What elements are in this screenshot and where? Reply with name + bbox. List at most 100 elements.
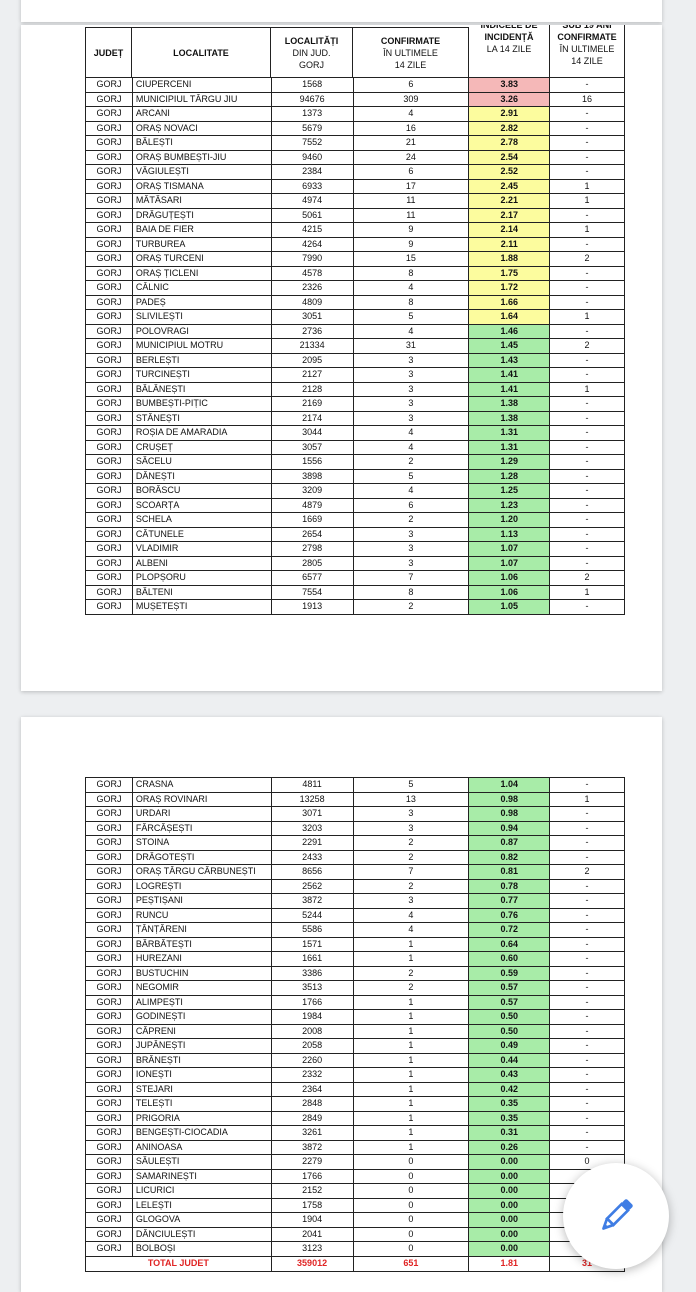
cell-localitate: DRĂGOTEȘTI — [133, 850, 272, 864]
cell-localitate: BĂRBĂTEȘTI — [133, 937, 272, 951]
cell-confirmate: 3 — [354, 527, 470, 541]
cell-populatie: 3898 — [272, 469, 354, 483]
cell-populatie: 3209 — [272, 484, 354, 498]
cell-judet: GORJ — [86, 324, 133, 338]
cell-judet: GORJ — [86, 1126, 133, 1140]
cell-incidenta: 0.59 — [469, 966, 551, 980]
cell-judet: GORJ — [86, 1068, 133, 1082]
cell-localitate: BORĂSCU — [133, 484, 272, 498]
cell-populatie: 3872 — [272, 1140, 354, 1154]
cell-incidenta: 2.54 — [469, 150, 551, 164]
cell-incidenta: 0.35 — [469, 1111, 551, 1125]
cell-localitate: IONEȘTI — [133, 1068, 272, 1082]
cell-populatie: 1571 — [272, 937, 354, 951]
cell-populatie: 3071 — [272, 807, 354, 821]
cell-incidenta: 0.82 — [469, 850, 551, 864]
cell-populatie: 2152 — [272, 1184, 354, 1198]
table-row: GORJ SLIVILEȘTI 3051 5 1.64 1 — [86, 310, 625, 325]
cell-confirmate: 1 — [354, 1024, 470, 1038]
cell-populatie: 3872 — [272, 894, 354, 908]
cell-localitate: STOINA — [133, 836, 272, 850]
cell-confirmate: 2 — [354, 879, 470, 893]
table-row: GORJ ALIMPEȘTI 1766 1 0.57 - — [86, 995, 625, 1010]
table-row: GORJ TURCINEȘTI 2127 3 1.41 - — [86, 368, 625, 383]
cell-sub19: - — [550, 1039, 625, 1053]
cell-incidenta: 0.43 — [469, 1068, 551, 1082]
cell-localitate: LICURICI — [133, 1184, 272, 1198]
table-row: GORJ CIUPERCENI 1568 6 3.83 - — [86, 78, 625, 93]
cell-judet: GORJ — [86, 850, 133, 864]
cell-confirmate: 1 — [354, 1140, 470, 1154]
cell-sub19: - — [550, 879, 625, 893]
cell-localitate: GODINEȘTI — [133, 1010, 272, 1024]
cell-judet: GORJ — [86, 310, 133, 324]
cell-judet: GORJ — [86, 792, 133, 806]
cell-confirmate: 2 — [354, 850, 470, 864]
cell-incidenta: 0.57 — [469, 995, 551, 1009]
cell-localitate: TURBUREA — [133, 237, 272, 251]
cell-incidenta: 0.00 — [469, 1242, 551, 1256]
cell-sub19: - — [550, 542, 625, 556]
cell-incidenta: 1.20 — [469, 513, 551, 527]
cell-sub19: 1 — [550, 194, 625, 208]
cell-judet: GORJ — [86, 1242, 133, 1256]
table-row: GORJ GLOGOVA 1904 0 0.00 — [86, 1213, 625, 1228]
cell-confirmate: 2 — [354, 600, 470, 614]
cell-localitate: BOLBOȘI — [133, 1242, 272, 1256]
cell-judet: GORJ — [86, 937, 133, 951]
cell-confirmate: 13 — [354, 792, 470, 806]
cell-confirmate: 3 — [354, 542, 470, 556]
cell-incidenta: 1.28 — [469, 469, 551, 483]
table-body-page2: GORJ CRASNA 4811 5 1.04 - GORJ ORAȘ ROVI… — [85, 777, 625, 1257]
cell-judet: GORJ — [86, 92, 133, 106]
table-row: GORJ CĂTUNELE 2654 3 1.13 - — [86, 527, 625, 542]
cell-judet: GORJ — [86, 995, 133, 1009]
table-row: GORJ FĂRCĂȘEȘTI 3203 3 0.94 - — [86, 821, 625, 836]
cell-populatie: 4974 — [272, 194, 354, 208]
cell-localitate: BĂLĂNEȘTI — [133, 382, 272, 396]
cell-localitate: BRĂNEȘTI — [133, 1053, 272, 1067]
cell-confirmate: 2 — [354, 981, 470, 995]
edit-fab-button[interactable] — [563, 1163, 669, 1269]
table-row: GORJ BORĂSCU 3209 4 1.25 - — [86, 484, 625, 499]
cell-populatie: 4879 — [272, 498, 354, 512]
table-row: GORJ BĂLEȘTI 7552 21 2.78 - — [86, 136, 625, 151]
cell-incidenta: 1.88 — [469, 252, 551, 266]
cell-judet: GORJ — [86, 121, 133, 135]
cell-incidenta: 0.76 — [469, 908, 551, 922]
cell-judet: GORJ — [86, 585, 133, 599]
cell-incidenta: 1.38 — [469, 411, 551, 425]
cell-localitate: PEȘTIȘANI — [133, 894, 272, 908]
cell-localitate: CÂLNIC — [133, 281, 272, 295]
cell-sub19: - — [550, 237, 625, 251]
cell-judet: GORJ — [86, 1039, 133, 1053]
cell-incidenta: 2.11 — [469, 237, 551, 251]
table-row: GORJ ALBENI 2805 3 1.07 - — [86, 556, 625, 571]
cell-incidenta: 1.23 — [469, 498, 551, 512]
cell-confirmate: 3 — [354, 807, 470, 821]
cell-judet: GORJ — [86, 295, 133, 309]
cell-localitate: SĂULEȘTI — [133, 1155, 272, 1169]
cell-sub19: - — [550, 1082, 625, 1096]
cell-populatie: 6933 — [272, 179, 354, 193]
cell-confirmate: 9 — [354, 223, 470, 237]
table-row: GORJ ȚÂNȚĂRENI 5586 4 0.72 - — [86, 923, 625, 938]
cell-localitate: MUNICIPIUL MOTRU — [133, 339, 272, 353]
cell-localitate: ANINOASA — [133, 1140, 272, 1154]
cell-incidenta: 0.64 — [469, 937, 551, 951]
cell-incidenta: 1.46 — [469, 324, 551, 338]
table-row: GORJ LOGREȘTI 2562 2 0.78 - — [86, 879, 625, 894]
table-row: GORJ LELEȘTI 1758 0 0.00 — [86, 1198, 625, 1213]
table-body-page1: GORJ CIUPERCENI 1568 6 3.83 - GORJ MUNIC… — [85, 78, 625, 615]
cell-populatie: 1568 — [272, 78, 354, 92]
table-row: GORJ STĂNEȘTI 2174 3 1.38 - — [86, 411, 625, 426]
cell-localitate: TURCINEȘTI — [133, 368, 272, 382]
cell-sub19: - — [550, 353, 625, 367]
cell-localitate: RUNCU — [133, 908, 272, 922]
cell-sub19: - — [550, 556, 625, 570]
cell-sub19: - — [550, 850, 625, 864]
header-judet: JUDEȚ — [85, 27, 132, 78]
cell-judet: GORJ — [86, 981, 133, 995]
cell-incidenta: 0.31 — [469, 1126, 551, 1140]
table-row: GORJ IONEȘTI 2332 1 0.43 - — [86, 1068, 625, 1083]
